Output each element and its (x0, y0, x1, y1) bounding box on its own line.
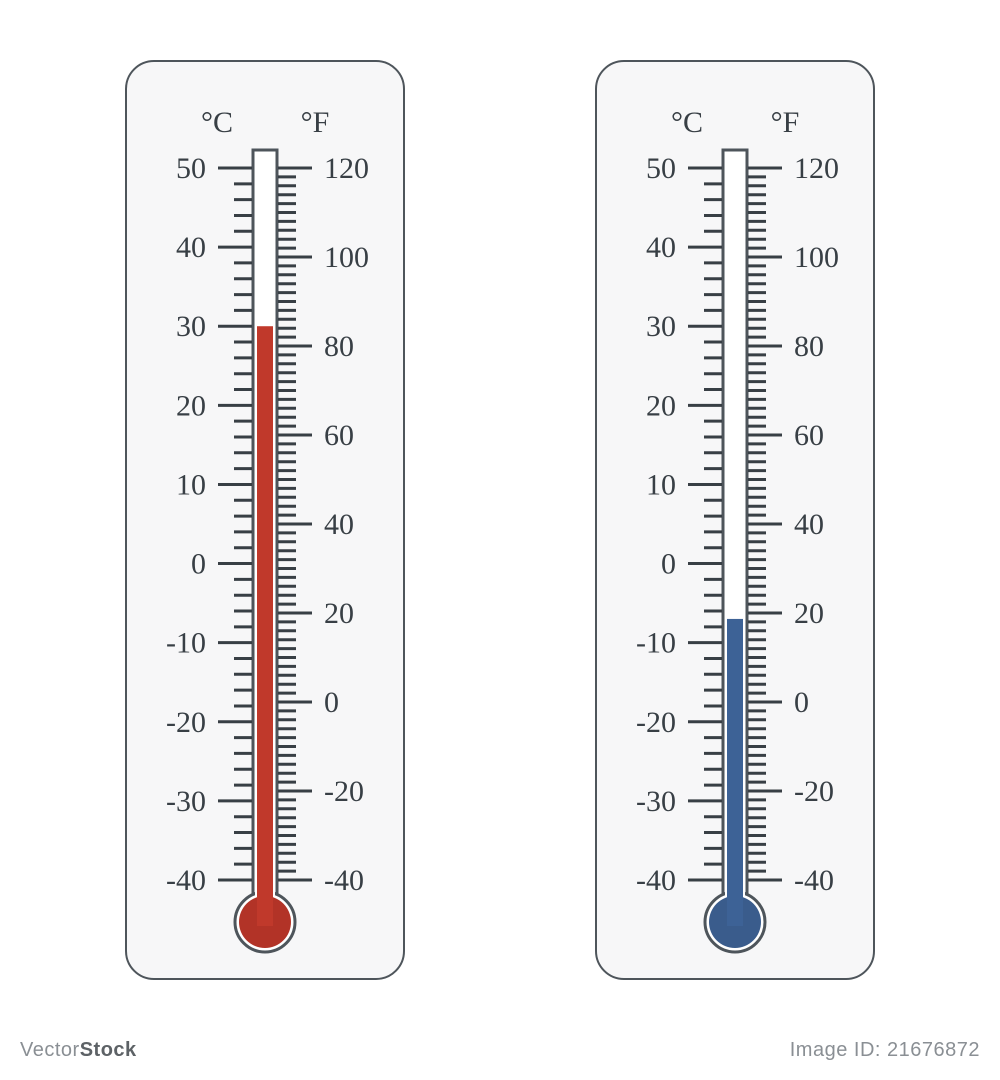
watermark-brand-light: Vector (20, 1039, 80, 1061)
celsius-tick-label: 0 (191, 548, 206, 581)
fahrenheit-tick-label: 60 (794, 419, 824, 452)
fahrenheit-tick-label: -40 (794, 864, 834, 897)
fahrenheit-tick-label: 80 (794, 330, 824, 363)
fahrenheit-tick-label: 60 (324, 419, 354, 452)
celsius-tick-label: 50 (176, 152, 206, 185)
thermometer-hot: °C°F50403020100-10-20-30-401201008060402… (125, 60, 405, 980)
fahrenheit-tick-label: 20 (794, 597, 824, 630)
watermark-id: Image ID: 21676872 (790, 1039, 980, 1062)
thermometer-cold: °C°F50403020100-10-20-30-401201008060402… (595, 60, 875, 980)
fahrenheit-tick-label: 40 (324, 508, 354, 541)
celsius-tick-label: 20 (646, 389, 676, 422)
celsius-tick-label: -10 (636, 627, 676, 660)
celsius-tick-label: 30 (646, 310, 676, 343)
watermark-brand-bold: Stock (80, 1039, 137, 1061)
fahrenheit-tick-label: 100 (794, 241, 839, 274)
unit-label-fahrenheit: °F (301, 106, 330, 139)
fahrenheit-tick-label: 100 (324, 241, 369, 274)
unit-label-celsius: °C (201, 106, 233, 139)
fahrenheit-tick-label: 40 (794, 508, 824, 541)
stage: °C°F50403020100-10-20-30-401201008060402… (0, 0, 1000, 1080)
fahrenheit-tick-label: 0 (794, 686, 809, 719)
celsius-tick-label: -40 (166, 864, 206, 897)
watermark-brand: VectorStock (20, 1039, 137, 1062)
fahrenheit-tick-label: -20 (324, 775, 364, 808)
celsius-tick-label: 40 (646, 231, 676, 264)
celsius-tick-label: -10 (166, 627, 206, 660)
celsius-tick-label: -20 (166, 706, 206, 739)
celsius-tick-label: 20 (176, 389, 206, 422)
celsius-tick-label: 10 (176, 468, 206, 501)
celsius-tick-label: -30 (636, 785, 676, 818)
celsius-tick-label: 10 (646, 468, 676, 501)
celsius-tick-label: -40 (636, 864, 676, 897)
celsius-tick-label: 30 (176, 310, 206, 343)
fahrenheit-tick-label: 120 (794, 152, 839, 185)
fahrenheit-tick-label: 0 (324, 686, 339, 719)
unit-label-celsius: °C (671, 106, 703, 139)
fahrenheit-tick-label: -20 (794, 775, 834, 808)
fahrenheit-tick-label: 120 (324, 152, 369, 185)
fahrenheit-tick-label: -40 (324, 864, 364, 897)
celsius-tick-label: -20 (636, 706, 676, 739)
celsius-tick-label: 50 (646, 152, 676, 185)
fahrenheit-tick-label: 20 (324, 597, 354, 630)
celsius-tick-label: 0 (661, 548, 676, 581)
celsius-tick-label: -30 (166, 785, 206, 818)
fahrenheit-tick-label: 80 (324, 330, 354, 363)
celsius-tick-label: 40 (176, 231, 206, 264)
unit-label-fahrenheit: °F (771, 106, 800, 139)
